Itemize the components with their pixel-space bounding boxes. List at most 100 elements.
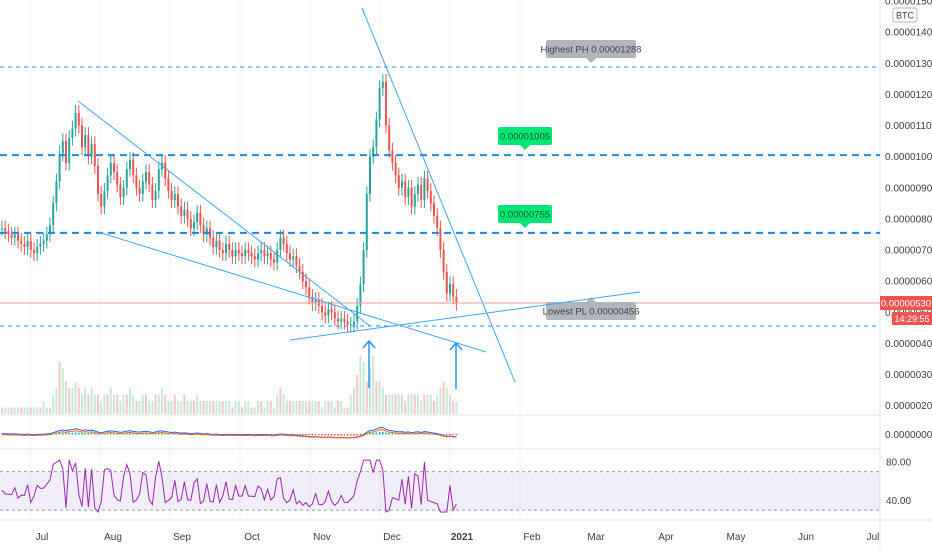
volume-bar bbox=[228, 401, 231, 414]
candle-body bbox=[349, 324, 352, 326]
candle-body bbox=[292, 256, 295, 260]
candle-body bbox=[10, 234, 13, 238]
candle-body bbox=[106, 175, 109, 191]
candles bbox=[1, 74, 458, 333]
candle-body bbox=[257, 253, 259, 260]
macd-histogram-bar bbox=[423, 433, 426, 435]
candle-body bbox=[417, 184, 419, 195]
candle-body bbox=[145, 172, 147, 182]
volume-bar bbox=[413, 394, 416, 414]
macd-histogram-bar bbox=[161, 433, 163, 435]
volume-bar bbox=[106, 394, 109, 414]
candle-body bbox=[279, 237, 282, 251]
volume-bar bbox=[135, 401, 138, 414]
candle-body bbox=[314, 299, 317, 303]
trendlines bbox=[77, 7, 641, 389]
macd-histogram-bar bbox=[407, 433, 410, 435]
candle-body bbox=[333, 312, 336, 319]
volume-bar bbox=[285, 401, 288, 414]
macd-histogram-bar bbox=[167, 433, 170, 435]
macd-histogram-bar bbox=[334, 434, 336, 436]
volume-bar bbox=[173, 394, 176, 414]
candle-body bbox=[42, 240, 45, 244]
volume-bar bbox=[394, 394, 397, 414]
rsi-panel bbox=[0, 459, 880, 514]
volume-bar bbox=[231, 407, 234, 414]
volume-bar bbox=[113, 394, 115, 414]
candle-body bbox=[372, 147, 375, 157]
candle-body bbox=[13, 234, 16, 238]
macd-histogram-bar bbox=[318, 434, 320, 436]
volume-bar bbox=[145, 394, 147, 414]
volume-bar bbox=[417, 394, 419, 414]
arrow-up-2 bbox=[449, 341, 463, 389]
candle-body bbox=[353, 321, 355, 325]
label-resistance-2-box bbox=[498, 205, 552, 223]
label-lowest-pointer bbox=[586, 297, 596, 302]
volume-bar bbox=[39, 407, 42, 414]
candle-body bbox=[327, 309, 330, 316]
macd-histogram-bar bbox=[164, 433, 166, 435]
candle-body bbox=[244, 250, 247, 257]
candle-body bbox=[177, 194, 179, 207]
macd-histogram-bar bbox=[455, 434, 458, 436]
macd-histogram-bar bbox=[289, 434, 291, 435]
volume-bar bbox=[247, 401, 250, 414]
candle-body bbox=[359, 284, 362, 307]
candle-body bbox=[77, 113, 80, 126]
macd-histogram-bar bbox=[103, 433, 106, 435]
candle-body bbox=[215, 240, 218, 247]
candle-body bbox=[289, 253, 291, 260]
label-resistance-1-pointer bbox=[520, 145, 530, 150]
current-price-text: 0.00000530 bbox=[881, 299, 931, 310]
volume-bar bbox=[129, 388, 131, 414]
candle-body bbox=[58, 153, 61, 182]
macd-histogram-bar bbox=[145, 433, 147, 435]
volume-bar bbox=[74, 381, 77, 414]
candle-body bbox=[49, 225, 51, 235]
volume-bar bbox=[420, 401, 423, 414]
volume-bar bbox=[148, 401, 151, 414]
volume-bar bbox=[317, 401, 320, 414]
candle-body bbox=[100, 194, 103, 207]
macd-histogram-bar bbox=[158, 433, 160, 435]
candle-body bbox=[413, 194, 416, 207]
candle-body bbox=[433, 203, 435, 216]
symbol-badge: BTC bbox=[892, 7, 918, 23]
volume-bar bbox=[71, 388, 74, 414]
label-resistance-2-pointer bbox=[520, 223, 530, 228]
macd-histogram-bar bbox=[295, 434, 298, 435]
candle-body bbox=[340, 318, 343, 322]
macd-histogram-bar bbox=[449, 434, 451, 436]
volume-bar bbox=[410, 394, 413, 414]
volume-bar bbox=[141, 394, 144, 414]
volume-bar bbox=[426, 394, 429, 414]
candle-body bbox=[225, 243, 227, 254]
macd-histogram-bar bbox=[74, 432, 77, 435]
volume-bar bbox=[449, 394, 451, 414]
macd-histogram-bar bbox=[324, 434, 326, 436]
candle-body bbox=[330, 309, 333, 313]
macd-histogram-bar bbox=[62, 432, 64, 435]
macd-histogram-bar bbox=[132, 433, 134, 435]
volume-bar bbox=[349, 394, 352, 414]
volume-bar bbox=[193, 401, 195, 414]
macd-histogram-bar bbox=[71, 432, 74, 435]
time-tick-label: Jul bbox=[867, 532, 880, 543]
volume-bar bbox=[97, 394, 99, 414]
candle-body bbox=[186, 209, 189, 219]
macd-histogram-bar bbox=[254, 434, 256, 435]
macd-histogram-bar bbox=[394, 433, 397, 435]
candle-body bbox=[157, 169, 160, 191]
volume-bar bbox=[65, 381, 67, 414]
label-highest-text: Highest PH 0.00001288 bbox=[541, 45, 642, 56]
volume-bar bbox=[23, 407, 26, 414]
macd-histogram-bar bbox=[68, 432, 70, 435]
candle-body bbox=[423, 178, 426, 201]
macd-histogram-bar bbox=[337, 434, 339, 436]
